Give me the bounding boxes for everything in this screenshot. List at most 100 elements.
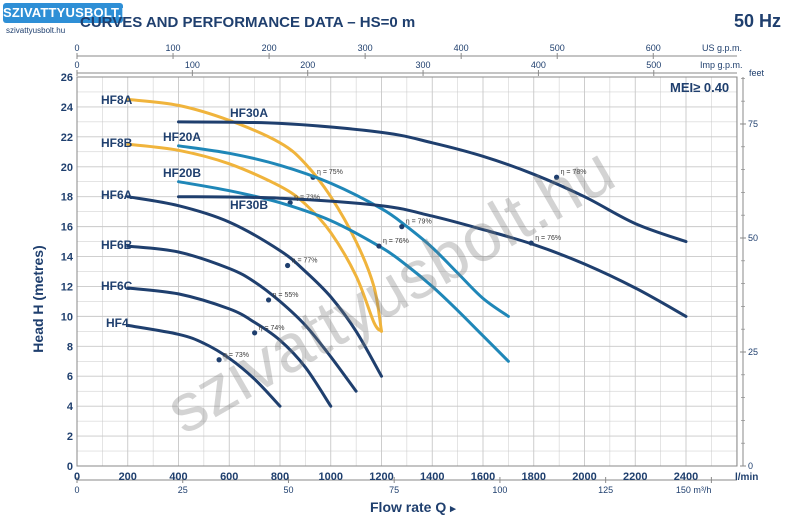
efficiency-point-hf20b — [376, 243, 382, 249]
curve-hf30a — [177, 120, 688, 244]
curves — [126, 97, 688, 408]
m3h-tick-label: 50 — [283, 485, 293, 495]
chart-title: CURVES AND PERFORMANCE DATA – HS=0 m — [80, 14, 416, 31]
y-tick-label: 22 — [61, 132, 73, 144]
m3h-tick-label: 150 m³/h — [676, 485, 712, 495]
series-label-hf20a: HF20A — [163, 130, 201, 144]
efficiency-label-hf6c: η = 74% — [259, 325, 285, 332]
brand-url: szivattyusbolt.hu — [6, 26, 66, 35]
us-gpm-unit-label: US g.p.m. — [702, 43, 742, 53]
efficiency-label-hf6b: η = 55% — [273, 292, 299, 299]
series-label-hf20b: HF20B — [163, 166, 201, 180]
us-gpm-tick-label: 400 — [454, 43, 469, 53]
efficiency-point-hf20a — [399, 224, 405, 230]
imp-gpm-tick-label: 400 — [531, 60, 546, 70]
arrow-right-icon: ▸ — [450, 503, 456, 515]
feet-tick-label: 75 — [748, 119, 758, 129]
x-tick-label: 1000 — [319, 471, 343, 483]
y-tick-label: 26 — [61, 72, 73, 84]
series-label-hf6b: HF6B — [101, 238, 133, 252]
y-tick-label: 24 — [61, 102, 74, 114]
m3h-tick-label: 100 — [492, 485, 507, 495]
efficiency-label-hf20a: η = 79% — [406, 219, 432, 226]
efficiency-label-hf30a: η = 78% — [561, 169, 587, 176]
imp-gpm-unit-label: Imp g.p.m. — [700, 60, 743, 70]
x-tick-label: 400 — [169, 471, 187, 483]
efficiency-point-hf30a — [553, 174, 560, 180]
x-tick-label: 200 — [119, 471, 137, 483]
curve-hf6b — [126, 244, 358, 393]
efficiency-label-hf30b: η = 76% — [535, 235, 561, 242]
x-tick-label: 800 — [271, 471, 289, 483]
y-tick-label: 4 — [67, 401, 74, 413]
m3h-tick-label: 0 — [74, 485, 79, 495]
brand-logo: SZIVATTYUSBOLT.HU — [3, 3, 141, 23]
us-gpm-tick-label: 500 — [550, 43, 565, 53]
curve-hf4 — [126, 323, 282, 408]
us-gpm-tick-label: 100 — [166, 43, 181, 53]
efficiency-point-hf4 — [216, 357, 222, 363]
feet-unit-label: feet — [749, 68, 765, 78]
plot-frame — [76, 76, 738, 467]
x-tick-label: 0 — [74, 471, 80, 483]
efficiency-label-hf4: η = 73% — [223, 352, 249, 359]
efficiency-label-hf20b: η = 76% — [383, 238, 409, 245]
curve-hf8b — [126, 142, 383, 333]
x-tick-label: 1400 — [420, 471, 444, 483]
x-tick-label: 1600 — [471, 471, 495, 483]
curve-hf8a — [126, 97, 383, 333]
x-tick-label: 1800 — [522, 471, 546, 483]
us-gpm-tick-label: 300 — [358, 43, 373, 53]
y-tick-label: 8 — [67, 341, 73, 353]
curve-hf6c — [126, 286, 333, 408]
y-tick-label: 10 — [61, 311, 73, 323]
series-label-hf30a: HF30A — [230, 106, 268, 120]
y-tick-label: 20 — [61, 162, 73, 174]
y-tick-label: 16 — [61, 222, 73, 234]
x-tick-label: 1200 — [369, 471, 393, 483]
x-unit-label: l/min — [735, 472, 758, 483]
series-label-hf6a: HF6A — [101, 188, 133, 202]
m3h-tick-label: 25 — [178, 485, 188, 495]
series-label-hf8a: HF8A — [101, 93, 133, 107]
y-tick-label: 18 — [61, 192, 73, 204]
feet-tick-label: 0 — [748, 461, 753, 471]
efficiency-point-hf30b — [528, 240, 534, 246]
x-tick-label: 2400 — [674, 471, 698, 483]
x-tick-label: 600 — [220, 471, 238, 483]
us-gpm-tick-label: 200 — [262, 43, 277, 53]
y-tick-label: 2 — [67, 431, 73, 443]
axes — [76, 53, 746, 483]
feet-tick-label: 50 — [748, 233, 758, 243]
series-label-hf6c: HF6C — [101, 279, 133, 293]
y-tick-label: 14 — [61, 252, 74, 264]
curve-hf20a — [177, 144, 510, 318]
us-gpm-tick-label: 0 — [74, 43, 79, 53]
feet-tick-label: 25 — [748, 347, 758, 357]
curve-hf6a — [126, 195, 383, 378]
m3h-tick-label: 75 — [389, 485, 399, 495]
frequency-label: 50 Hz — [734, 11, 782, 31]
efficiency-label-hf8b: η = 73% — [294, 195, 320, 202]
imp-gpm-tick-label: 0 — [74, 60, 79, 70]
y-tick-label: 0 — [67, 461, 73, 473]
efficiency-point-hf6b — [265, 297, 272, 303]
efficiency-label-hf8a: η = 75% — [317, 169, 343, 176]
x-tick-label: 2200 — [623, 471, 647, 483]
efficiency-point-hf6c — [252, 330, 258, 336]
x-axis-label-text: Flow rate Q — [370, 499, 447, 515]
x-axis-label: Flow rate Q ▸ — [370, 499, 456, 515]
imp-gpm-tick-label: 200 — [300, 60, 315, 70]
y-axis-label: Head H (metres) — [30, 245, 46, 353]
series-label-hf4: HF4 — [106, 316, 129, 330]
imp-gpm-tick-label: 100 — [185, 60, 200, 70]
m3h-tick-label: 125 — [598, 485, 613, 495]
efficiency-point-hf6a — [285, 262, 291, 269]
imp-gpm-tick-label: 500 — [646, 60, 661, 70]
mei-annotation: MEI≥ 0.40 — [670, 80, 730, 95]
us-gpm-tick-label: 600 — [646, 43, 661, 53]
series-label-hf8b: HF8B — [101, 136, 133, 150]
y-tick-label: 12 — [61, 281, 73, 293]
